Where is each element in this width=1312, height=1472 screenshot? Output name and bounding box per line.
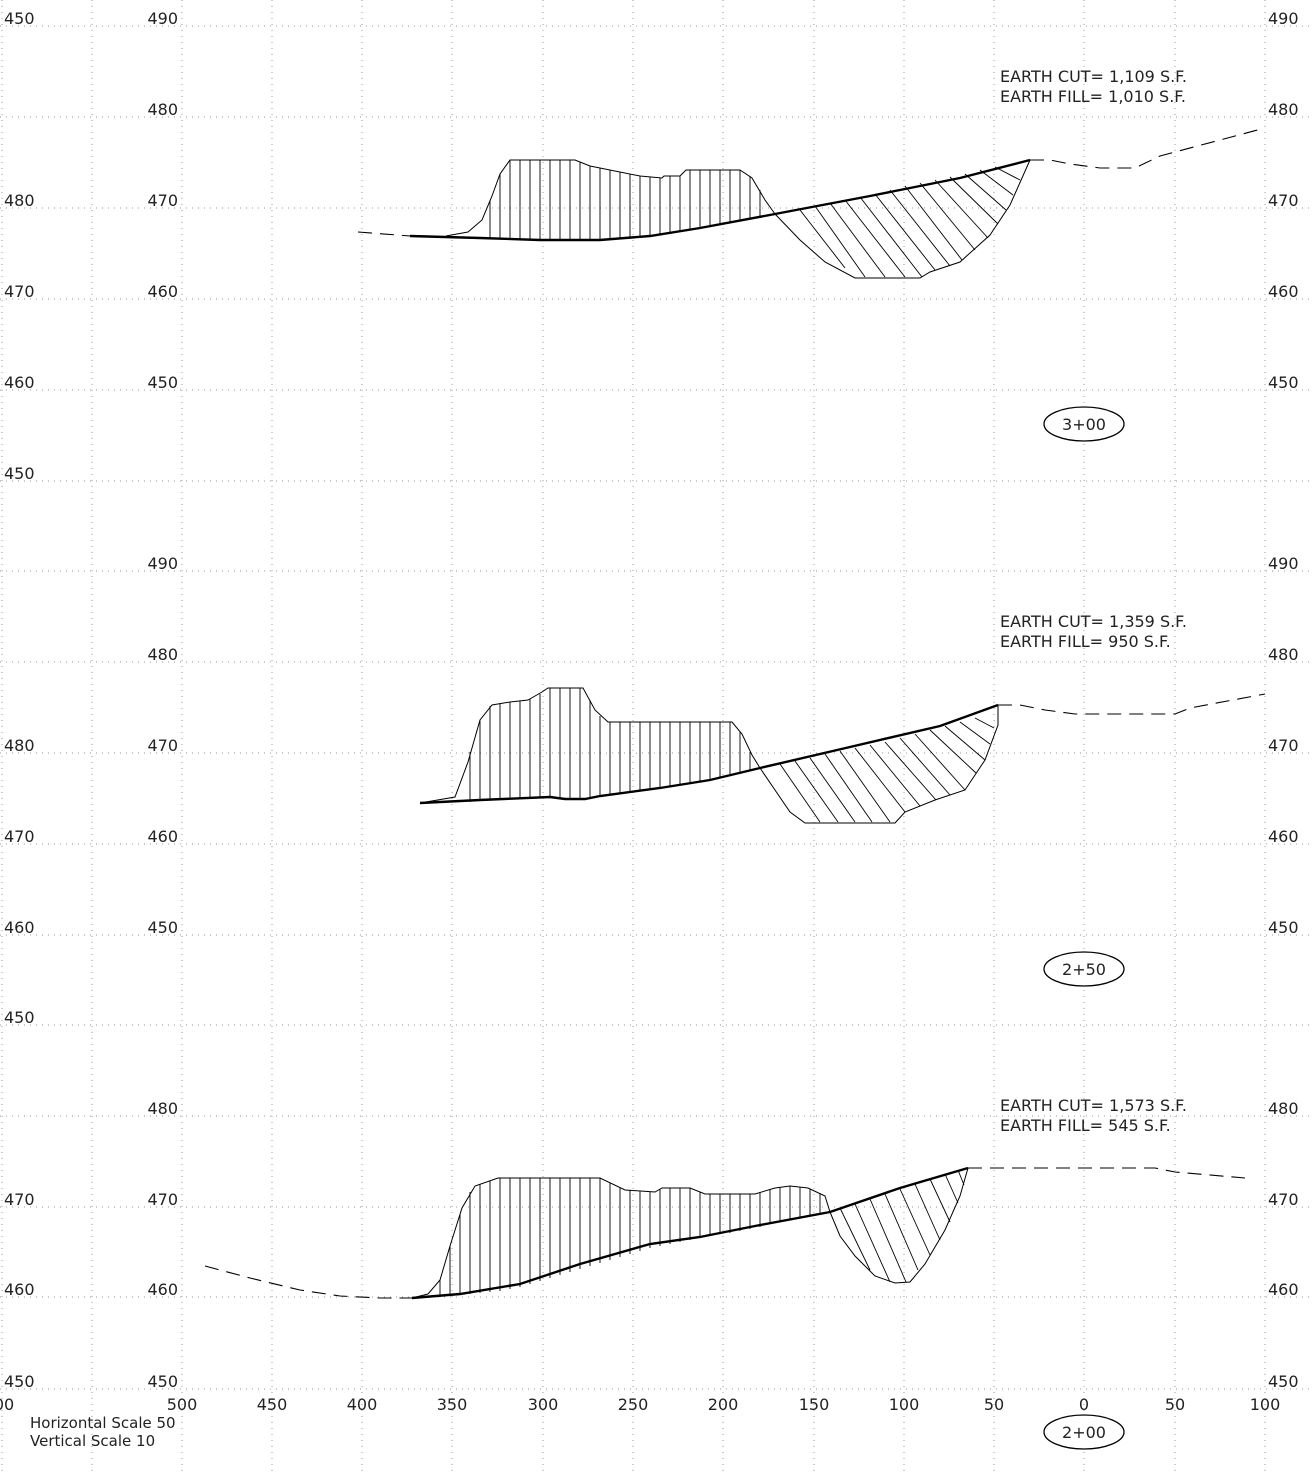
edge-label: 450: [4, 1372, 35, 1391]
elevation-label: 470: [1268, 736, 1299, 755]
edge-label: 450: [4, 9, 35, 28]
edge-label: 460: [4, 918, 35, 937]
elevation-label: 460: [147, 282, 178, 301]
elevation-label: 460: [1268, 827, 1299, 846]
proposed-grade-line: [409, 158, 1031, 242]
section-2-50: 450 480 470 460 490 480 470 460 450 490 …: [4, 464, 1299, 987]
fill-area: [774, 159, 1031, 279]
edge-label: 460: [4, 373, 35, 392]
elevation-label: 480: [147, 645, 178, 664]
edge-label: 470: [4, 1190, 35, 1209]
edge-label: 450: [4, 1008, 35, 1027]
existing-ground-line: [998, 693, 1266, 715]
edge-label: 480: [4, 191, 35, 210]
elevation-label: 470: [147, 1190, 178, 1209]
vertical-scale-note: Vertical Scale 10: [30, 1432, 155, 1450]
elevation-label: 480: [147, 1099, 178, 1118]
elevation-label: 470: [1268, 1190, 1299, 1209]
elevation-label: 450: [147, 1372, 178, 1391]
offset-tick-label: 500: [167, 1395, 198, 1414]
elevation-label: 450: [1268, 373, 1299, 392]
fill-area: [759, 705, 999, 824]
elevation-label: 460: [1268, 1280, 1299, 1299]
elevation-label: 460: [147, 827, 178, 846]
elevation-label: 490: [1268, 9, 1299, 28]
elevation-label: 470: [147, 191, 178, 210]
section-3-00: 450 480 470 460 490 480 470 460 450 490 …: [4, 9, 1299, 442]
elevation-label: 470: [1268, 191, 1299, 210]
elevation-label: 490: [147, 554, 178, 573]
offset-tick-label: 100: [1250, 1395, 1281, 1414]
elevation-label: 450: [147, 373, 178, 392]
offset-axis: 00 500 450 400 350 300 250 200 150 100 5…: [0, 1395, 1280, 1414]
offset-tick-label: 350: [437, 1395, 468, 1414]
earth-fill-label: EARTH FILL= 545 S.F.: [1000, 1116, 1171, 1135]
earth-cut-label: EARTH CUT= 1,359 S.F.: [1000, 612, 1187, 631]
offset-tick-label: 0: [1079, 1395, 1089, 1414]
earth-cut-label: EARTH CUT= 1,109 S.F.: [1000, 67, 1187, 86]
edge-label: 470: [4, 827, 35, 846]
offset-tick-label: 150: [799, 1395, 830, 1414]
existing-ground-line: [204, 1167, 1246, 1299]
existing-ground-line: [357, 127, 1266, 237]
earth-cut-label: EARTH CUT= 1,573 S.F.: [1000, 1096, 1187, 1115]
edge-label: 460: [4, 1280, 35, 1299]
elevation-label: 460: [147, 1280, 178, 1299]
elevation-label: 460: [1268, 282, 1299, 301]
elevation-label: 480: [1268, 100, 1299, 119]
offset-tick-label: 100: [889, 1395, 920, 1414]
elevation-label: 480: [147, 100, 178, 119]
edge-label: 480: [4, 736, 35, 755]
cut-area: [445, 159, 776, 240]
offset-tick-label: 300: [528, 1395, 559, 1414]
offset-tick-label: 450: [257, 1395, 288, 1414]
offset-tick-label: 00: [0, 1395, 14, 1414]
section-2-00: 450 470 460 450 480 470 460 450 480 470 …: [4, 1008, 1299, 1450]
offset-tick-label: 50: [1165, 1395, 1185, 1414]
elevation-label: 470: [147, 736, 178, 755]
earth-fill-label: EARTH FILL= 950 S.F.: [1000, 632, 1171, 651]
elevation-label: 480: [1268, 645, 1299, 664]
edge-label: 450: [4, 464, 35, 483]
fill-area: [829, 1167, 969, 1284]
station-marker: 3+00: [1043, 406, 1125, 442]
horizontal-grid-lines: [0, 25, 1312, 1390]
elevation-label: 480: [1268, 1099, 1299, 1118]
station-marker: 2+50: [1043, 951, 1125, 987]
earth-fill-label: EARTH FILL= 1,010 S.F.: [1000, 87, 1186, 106]
elevation-label: 450: [1268, 1372, 1299, 1391]
offset-tick-label: 200: [708, 1395, 739, 1414]
proposed-grade-line: [411, 1166, 969, 1300]
station-label: 2+50: [1062, 960, 1106, 979]
station-label: 2+00: [1062, 1423, 1106, 1442]
cut-area: [411, 1177, 831, 1299]
elevation-label: 490: [147, 9, 178, 28]
elevation-label: 450: [1268, 918, 1299, 937]
edge-label: 470: [4, 282, 35, 301]
elevation-label: 450: [147, 918, 178, 937]
proposed-grade-line: [419, 703, 999, 805]
vertical-grid-lines: [1, 0, 1266, 1472]
offset-tick-label: 400: [347, 1395, 378, 1414]
elevation-label: 490: [1268, 554, 1299, 573]
offset-tick-label: 250: [618, 1395, 649, 1414]
station-label: 3+00: [1062, 415, 1106, 434]
station-marker: 2+00: [1043, 1414, 1125, 1450]
horizontal-scale-note: Horizontal Scale 50: [30, 1414, 176, 1432]
cut-area: [419, 687, 761, 804]
offset-tick-label: 50: [984, 1395, 1004, 1414]
